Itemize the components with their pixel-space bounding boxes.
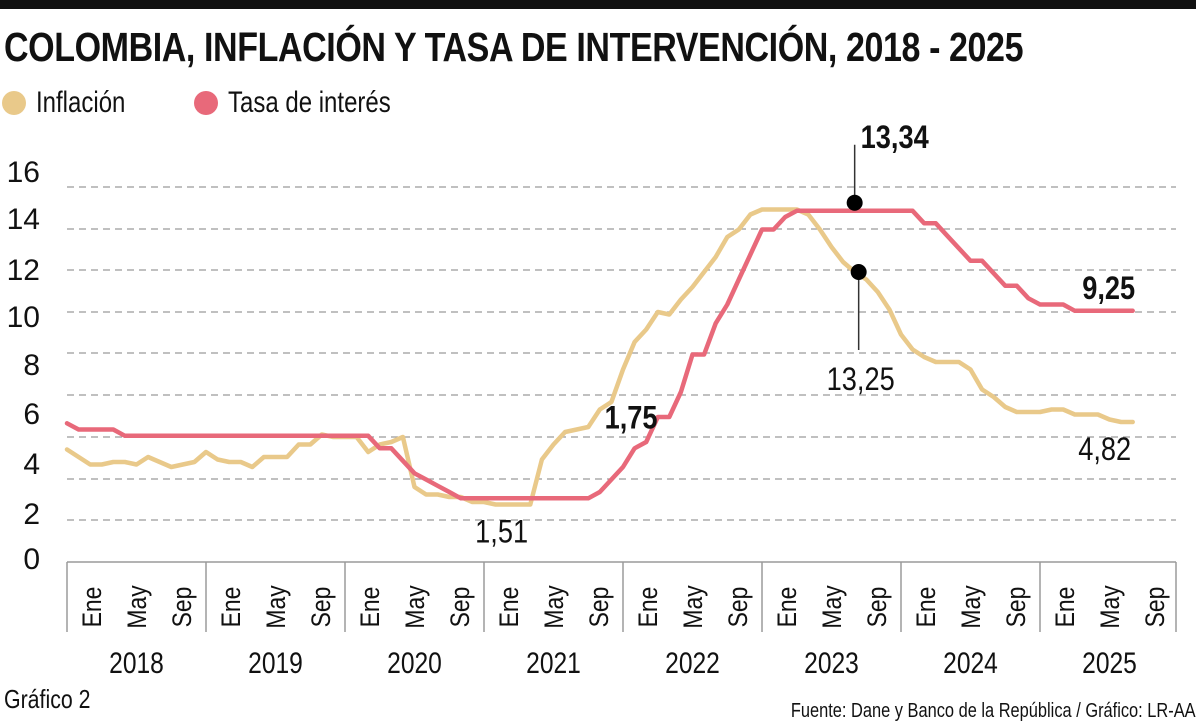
month-tick-label: May [817,585,847,629]
year-label: 2025 [1082,646,1137,680]
annotations: 13,34 13,25 1,75 1,51 9,25 4,82 [475,120,1135,550]
y-tick-label: 10 [7,301,40,334]
annotation-label: 13,25 [827,362,895,398]
y-tick-label: 14 [7,203,40,236]
legend-item-tasa: Tasa de interés [193,86,431,120]
chart-title: COLOMBIA, INFLACIÓN Y TASA DE INTERVENCI… [4,24,1024,70]
month-tick-label: May [400,585,430,629]
year-label: 2024 [943,646,998,680]
month-tick-label: Sep [306,587,336,628]
month-tick-label: May [122,585,152,629]
year-label: 2023 [804,646,859,680]
annotation-label: 9,25 [1082,271,1135,307]
legend: Inflación Tasa de interés [2,86,467,120]
month-tick-label: Sep [584,587,614,628]
y-tick-label: 12 [7,254,40,287]
legend-dot-inflacion-icon [2,91,26,115]
y-axis-ticks: 0 2 4 6 8 10 12 14 16 [7,156,40,576]
y-tick-label: 8 [23,349,40,382]
month-tick-label: Ene [911,587,941,628]
annotation-label: 1,51 [475,514,528,550]
legend-dot-tasa-icon [193,91,218,115]
month-tick-label: Ene [216,587,246,628]
month-tick-label: May [539,585,569,629]
annotation-label: 4,82 [1078,432,1131,468]
legend-item-inflacion: Inflación [2,86,148,120]
month-tick-label: Ene [77,587,107,628]
month-tick-label: Sep [1001,587,1031,628]
year-label: 2021 [526,646,581,680]
y-tick-label: 4 [23,448,40,481]
year-label: 2019 [248,646,303,680]
month-tick-label: Ene [355,587,385,628]
month-tick-label: May [261,585,291,629]
series-line-tasa-de-inter-s [64,208,1135,501]
month-tick-label: May [1095,585,1125,629]
source-note: Fuente: Dane y Banco de la República / G… [791,700,1196,722]
month-tick-label: Sep [445,587,475,628]
month-tick-label: Ene [1050,587,1080,628]
month-tick-label: Ene [772,587,802,628]
top-rule [0,0,1196,9]
month-tick-label: Ene [494,587,524,628]
legend-label-tasa: Tasa de interés [227,86,391,119]
y-tick-label: 0 [23,543,40,576]
year-label: 2020 [387,646,442,680]
month-tick-label: Sep [862,587,892,628]
month-tick-label: May [956,585,986,629]
year-label: 2018 [109,646,164,680]
annotation-label: 1,75 [605,400,658,436]
y-tick-label: 6 [23,398,40,431]
legend-label-inflacion: Inflación [36,86,126,119]
year-label: 2022 [665,646,720,680]
annotation-marker [850,264,867,280]
annotation-label: 13,34 [861,120,929,156]
y-tick-label: 16 [7,156,40,189]
month-tick-label: Sep [1140,587,1170,628]
month-tick-label: Sep [723,587,753,628]
series-line-inflaci-n [64,207,1135,507]
chart-number: Gráfico 2 [4,684,91,714]
month-tick-label: Sep [167,587,197,628]
series-lines [64,207,1135,507]
annotation-marker [846,194,863,211]
y-tick-label: 2 [23,498,40,531]
month-tick-label: Ene [633,587,663,628]
month-tick-label: May [678,585,708,629]
